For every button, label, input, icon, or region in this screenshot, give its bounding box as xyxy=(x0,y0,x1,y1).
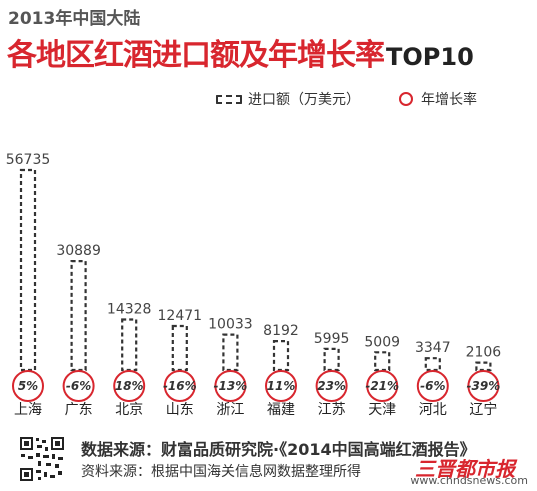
growth-rate-label: -16% xyxy=(163,379,197,393)
title-row: 各地区红酒进口额及年增长率TOP10 xyxy=(7,30,474,74)
chart-title: 各地区红酒进口额及年增长率 xyxy=(7,38,385,73)
growth-rate-label: -6% xyxy=(66,379,91,393)
data-source-text: 数据来源：财富品质研究院·《2014中国高端红酒报告》 xyxy=(81,440,476,459)
import-bar xyxy=(222,333,239,372)
import-value-label: 8192 xyxy=(263,323,299,339)
category-label: 辽宁 xyxy=(469,401,497,418)
import-bar xyxy=(475,361,492,372)
legend-import-label: 进口额（万美元） xyxy=(248,92,360,108)
growth-rate-marker xyxy=(467,370,500,402)
category-label: 北京 xyxy=(115,402,143,418)
growth-rate-label: -13% xyxy=(214,379,248,393)
category-label: 江苏 xyxy=(318,402,346,418)
import-bar xyxy=(374,351,391,372)
category-label: 浙江 xyxy=(216,402,244,418)
import-bar xyxy=(70,260,87,372)
import-value-label: 14328 xyxy=(107,302,152,318)
legend-growth-label: 年增长率 xyxy=(421,92,477,108)
category-label: 上海 xyxy=(14,402,42,418)
import-bar xyxy=(171,324,188,372)
import-value-label: 12471 xyxy=(158,308,203,324)
growth-rate-label: -39% xyxy=(467,379,501,393)
growth-rate-label: 5% xyxy=(18,379,38,393)
growth-rate-label: 18% xyxy=(115,379,144,393)
circle-icon xyxy=(399,92,413,106)
category-label: 天津 xyxy=(368,402,396,418)
growth-rate-marker xyxy=(416,370,449,402)
import-value-label: 10033 xyxy=(208,317,253,333)
import-value-label: 5009 xyxy=(364,334,400,350)
category-label: 河北 xyxy=(419,402,447,418)
legend-import: 进口额（万美元） xyxy=(216,89,360,109)
info-source-text: 资料来源：根据中国海关信息网数据整理所得 xyxy=(81,464,361,480)
dashed-bar-icon xyxy=(216,94,242,104)
import-value-label: 5995 xyxy=(314,331,350,347)
growth-rate-label: -6% xyxy=(420,379,445,393)
growth-rate-marker xyxy=(366,370,399,402)
qr-code-icon xyxy=(19,436,65,482)
import-value-label: 2106 xyxy=(466,345,502,361)
growth-rate-marker xyxy=(163,370,196,402)
import-value-label: 56735 xyxy=(6,152,51,168)
growth-rate-marker xyxy=(265,370,297,402)
growth-rate-marker xyxy=(12,370,44,402)
import-bar xyxy=(424,357,441,372)
growth-rate-marker xyxy=(315,370,348,402)
category-label: 福建 xyxy=(267,402,295,418)
growth-rate-label: 11% xyxy=(267,379,296,393)
category-label: 广东 xyxy=(65,402,93,418)
chart-title-suffix: TOP10 xyxy=(386,43,474,71)
growth-rate-marker xyxy=(113,370,146,402)
growth-rate-label: -21% xyxy=(365,379,399,393)
import-bar xyxy=(323,347,340,372)
category-label: 山东 xyxy=(166,402,194,418)
import-bar xyxy=(272,340,290,372)
import-bar xyxy=(19,168,37,372)
growth-rate-label: 23% xyxy=(317,379,346,393)
growth-rate-marker xyxy=(214,370,247,402)
legend-growth: 年增长率 xyxy=(399,89,477,109)
website-url: www.chndsnews.com xyxy=(410,474,528,487)
brand-logo: 三晋都市报 xyxy=(415,457,515,481)
import-value-label: 30889 xyxy=(56,243,101,259)
chart-subtitle: 2013年中国大陆 xyxy=(8,9,141,29)
growth-rate-marker xyxy=(62,370,95,402)
import-bar xyxy=(121,318,138,372)
import-value-label: 3347 xyxy=(415,340,451,356)
